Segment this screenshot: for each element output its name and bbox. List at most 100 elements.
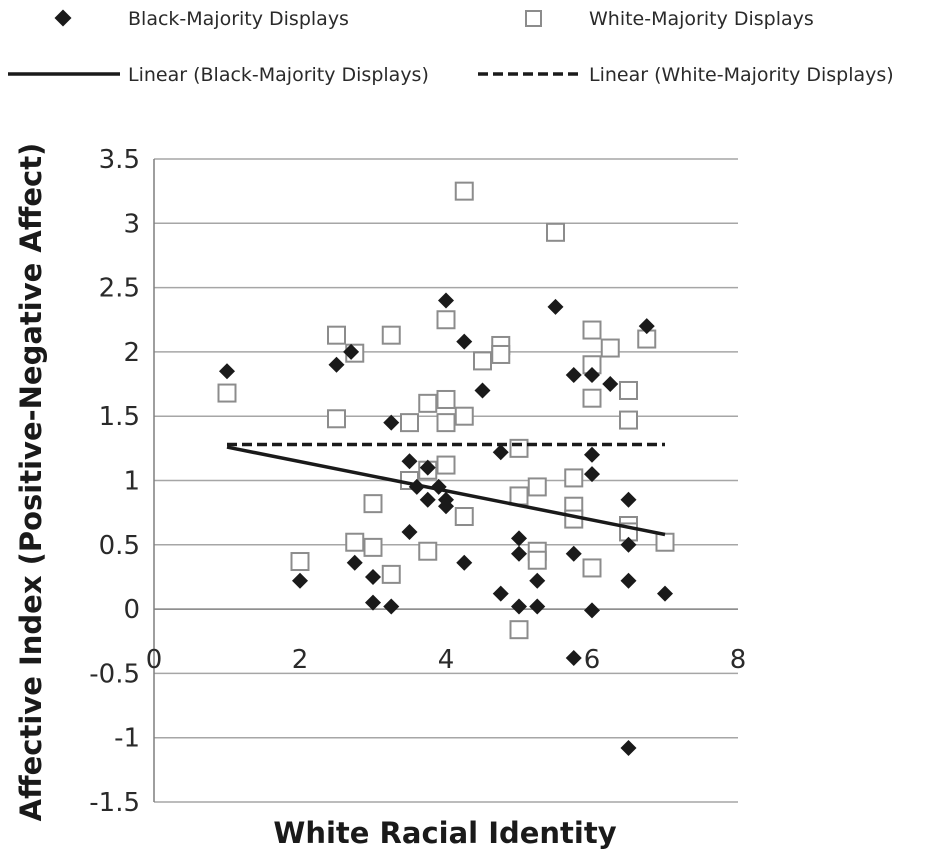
legend-label-black-majority: Black-Majority Displays bbox=[128, 8, 349, 30]
data-point-white-majority bbox=[454, 406, 474, 426]
data-point-black-majority bbox=[292, 572, 308, 589]
data-point-white-majority bbox=[582, 388, 602, 408]
trendlines bbox=[226, 442, 666, 537]
data-point-black-majority bbox=[438, 498, 454, 515]
y-tick-label: 0.5 bbox=[99, 531, 140, 561]
data-point-white-majority bbox=[418, 393, 438, 413]
data-point-white-majority bbox=[381, 564, 401, 584]
x-axis-title: White Racial Identity bbox=[273, 816, 616, 850]
y-tick-label: 3 bbox=[123, 209, 140, 239]
data-point-black-majority bbox=[511, 530, 527, 547]
legend-label-black-trendline: Linear (Black-Majority Displays) bbox=[128, 64, 429, 86]
x-tick-label: 4 bbox=[438, 645, 455, 675]
data-point-black-majority bbox=[565, 545, 582, 562]
y-tick-label: -1.5 bbox=[89, 788, 140, 818]
series-black-majority bbox=[219, 292, 673, 756]
legend-item-black-majority: Black-Majority Displays bbox=[54, 8, 349, 30]
data-point-black-majority bbox=[419, 491, 436, 508]
data-point-black-majority bbox=[620, 572, 637, 589]
data-point-black-majority bbox=[565, 649, 582, 666]
data-point-white-majority bbox=[217, 383, 237, 403]
data-point-white-majority bbox=[491, 344, 511, 364]
legend-marker-black-diamond bbox=[54, 9, 72, 27]
data-point-white-majority bbox=[290, 552, 310, 572]
data-point-black-majority bbox=[401, 453, 418, 470]
data-point-white-majority bbox=[619, 410, 638, 430]
trendline-black-majority bbox=[226, 445, 666, 537]
data-point-black-majority bbox=[529, 572, 546, 589]
data-point-white-majority bbox=[381, 325, 401, 345]
data-point-white-majority bbox=[582, 320, 602, 340]
data-point-black-majority bbox=[492, 444, 509, 461]
data-point-black-majority bbox=[438, 292, 454, 309]
data-point-black-majority bbox=[584, 367, 600, 384]
data-point-white-majority bbox=[454, 181, 474, 201]
data-point-white-majority bbox=[436, 389, 456, 409]
data-point-white-majority bbox=[564, 468, 584, 488]
data-point-black-majority bbox=[547, 298, 564, 315]
data-point-white-majority bbox=[436, 455, 456, 475]
data-point-black-majority bbox=[638, 318, 655, 335]
data-point-white-majority bbox=[400, 413, 419, 433]
data-point-black-majority bbox=[620, 536, 637, 553]
data-point-black-majority bbox=[657, 585, 673, 602]
data-point-black-majority bbox=[365, 568, 381, 585]
y-tick-label: 1.5 bbox=[99, 402, 140, 432]
data-point-black-majority bbox=[456, 554, 473, 571]
data-point-black-majority bbox=[365, 594, 381, 611]
data-point-white-majority bbox=[418, 541, 438, 561]
x-tick-label: 6 bbox=[584, 645, 601, 675]
data-point-white-majority bbox=[436, 310, 456, 330]
data-point-white-majority bbox=[327, 409, 346, 429]
data-point-black-majority bbox=[620, 739, 637, 756]
data-point-black-majority bbox=[474, 382, 491, 399]
y-tick-label: 2.5 bbox=[99, 274, 140, 304]
data-point-white-majority bbox=[546, 222, 565, 242]
data-point-black-majority bbox=[620, 491, 637, 508]
legend-item-white-trendline: Linear (White-Majority Displays) bbox=[478, 64, 894, 86]
y-tick-labels: 3.5 3 2.5 2 1.5 1 0.5 0 -0.5 -1 -1.5 bbox=[89, 145, 140, 818]
data-point-black-majority bbox=[419, 459, 436, 476]
x-tick-label: 2 bbox=[292, 645, 309, 675]
y-tick-label: 3.5 bbox=[99, 145, 140, 175]
legend-item-black-trendline: Linear (Black-Majority Displays) bbox=[8, 64, 429, 86]
data-point-white-majority bbox=[600, 338, 620, 358]
data-point-black-majority bbox=[401, 523, 418, 540]
gridlines bbox=[154, 158, 738, 803]
data-point-black-majority bbox=[383, 414, 400, 431]
data-point-white-majority bbox=[473, 351, 492, 371]
data-point-white-majority bbox=[527, 477, 547, 497]
data-point-white-majority bbox=[509, 620, 529, 640]
data-point-black-majority bbox=[383, 598, 400, 615]
data-point-white-majority bbox=[454, 507, 474, 527]
y-tick-label: -1 bbox=[114, 724, 140, 754]
data-point-black-majority bbox=[511, 545, 527, 562]
data-point-white-majority bbox=[327, 325, 346, 345]
data-point-black-majority bbox=[565, 367, 582, 384]
y-axis-title: Affective Index (Positive-Negative Affec… bbox=[14, 143, 48, 822]
legend: Black-Majority Displays White-Majority D… bbox=[8, 8, 894, 86]
data-point-black-majority bbox=[529, 598, 546, 615]
data-point-white-majority bbox=[527, 550, 547, 570]
axes bbox=[153, 159, 738, 802]
data-point-white-majority bbox=[655, 532, 675, 552]
x-tick-label: 0 bbox=[146, 645, 163, 675]
legend-marker-white-square bbox=[525, 10, 542, 27]
legend-item-white-majority: White-Majority Displays bbox=[525, 8, 814, 30]
y-tick-label: 2 bbox=[123, 338, 140, 368]
data-point-black-majority bbox=[328, 356, 345, 373]
data-point-black-majority bbox=[584, 446, 600, 463]
y-tick-label: 1 bbox=[123, 467, 140, 497]
legend-label-white-majority: White-Majority Displays bbox=[589, 8, 814, 30]
series-white-majority bbox=[217, 181, 675, 640]
data-point-black-majority bbox=[456, 333, 473, 350]
data-point-white-majority bbox=[345, 532, 365, 552]
data-point-black-majority bbox=[511, 598, 527, 615]
data-point-black-majority bbox=[346, 554, 363, 571]
data-point-black-majority bbox=[492, 585, 509, 602]
y-tick-label: 0 bbox=[123, 595, 140, 625]
data-point-black-majority bbox=[219, 363, 235, 380]
data-point-white-majority bbox=[509, 486, 529, 506]
